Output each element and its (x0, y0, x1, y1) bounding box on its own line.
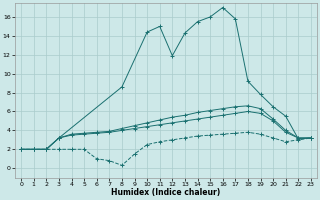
X-axis label: Humidex (Indice chaleur): Humidex (Indice chaleur) (111, 188, 221, 197)
